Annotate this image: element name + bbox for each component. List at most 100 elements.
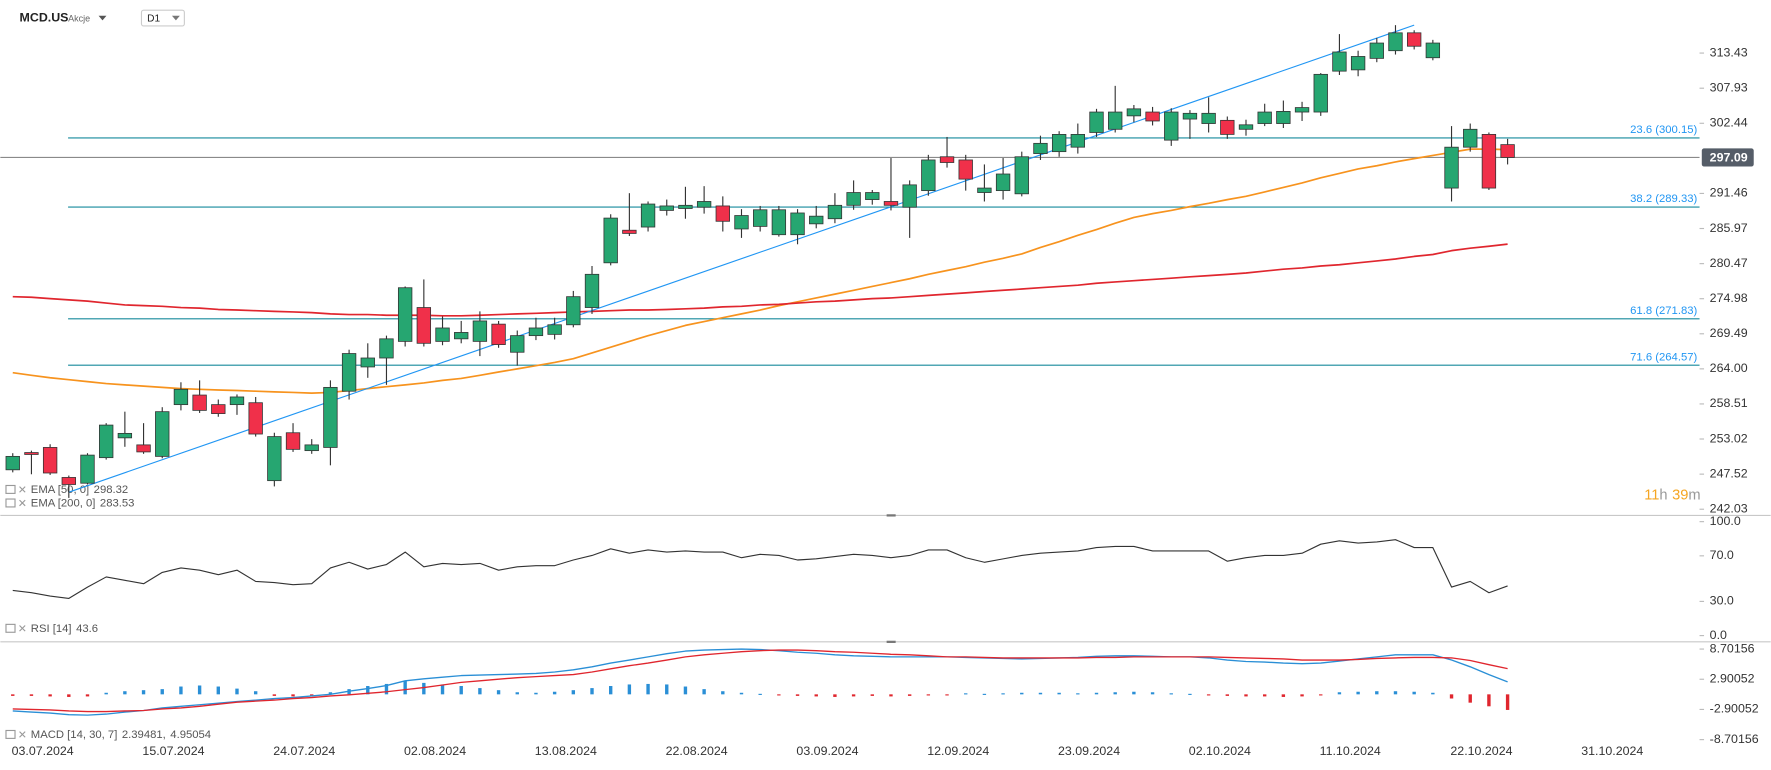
candle-body <box>229 396 245 406</box>
candle-body <box>547 324 562 335</box>
interval-dropdown[interactable] <box>140 9 185 27</box>
macd-histogram-bar <box>964 693 968 695</box>
candle-body <box>771 209 787 236</box>
candle-body <box>173 388 189 406</box>
candle-body <box>1051 134 1067 153</box>
candle-body <box>1388 32 1403 52</box>
x-tick-label: 12.09.2024 <box>927 744 989 758</box>
candle-body <box>1089 111 1104 133</box>
x-tick-label: 03.07.2024 <box>12 744 74 758</box>
instrument-kind: Akcje <box>68 14 90 24</box>
ema-name: EMA [200, 0] <box>31 498 96 510</box>
candle-body <box>827 204 843 220</box>
y-tick-label: 307.93 <box>1710 80 1748 94</box>
ema-value: 283.53 <box>100 498 135 510</box>
interval-dropdown-arrow[interactable] <box>171 15 180 21</box>
interval[interactable]: D1 <box>147 13 160 24</box>
candle-body <box>603 217 618 264</box>
x-tick-label: 13.08.2024 <box>535 744 597 758</box>
candle-body <box>1145 111 1160 122</box>
macd-histogram-bar <box>1449 694 1454 699</box>
legend-settings-icon[interactable] <box>5 484 16 494</box>
macd-histogram-bar <box>1132 691 1136 695</box>
macd-histogram-bar <box>1188 693 1192 695</box>
candle-body <box>1350 56 1366 71</box>
candle-body <box>1033 142 1048 154</box>
candle-body <box>584 273 600 308</box>
macd-histogram-bar <box>48 694 52 697</box>
macd-histogram-bar <box>1431 692 1435 695</box>
candle-body <box>715 205 730 222</box>
macd-histogram-bar <box>683 686 688 695</box>
macd-histogram-bar <box>1206 694 1211 696</box>
y-tick-label: 247.52 <box>1710 466 1748 480</box>
rsi-legend: RSI [14] 43.6 <box>5 623 98 635</box>
macd-histogram-bar <box>646 683 650 695</box>
y-tick-label: -2.90052 <box>1710 702 1759 716</box>
legend-remove-icon[interactable] <box>19 731 26 738</box>
legend-settings-icon[interactable] <box>5 623 16 633</box>
macd-histogram-bar <box>870 694 874 696</box>
macd-histogram-bar <box>777 694 781 696</box>
y-tick-label: -8.70156 <box>1710 732 1759 746</box>
y-tick-label: 313.43 <box>1710 45 1748 59</box>
candle-body <box>1369 42 1384 59</box>
candle-body <box>734 215 749 230</box>
candle-body <box>1108 111 1123 130</box>
macd-histogram-bar <box>403 680 407 695</box>
candle-body <box>80 454 95 484</box>
y-tick-label: 253.02 <box>1710 431 1748 445</box>
candle-body <box>640 203 656 228</box>
macd-histogram-bar <box>422 682 426 695</box>
macd-histogram-bar <box>160 689 164 695</box>
candle-body <box>510 335 525 353</box>
macd-histogram-bar <box>982 693 987 695</box>
candle-body <box>285 432 301 450</box>
macd-histogram-bar <box>1281 694 1286 697</box>
candle-body <box>416 307 432 344</box>
legend-remove-icon[interactable] <box>19 486 26 493</box>
y-tick-label: 8.70156 <box>1710 641 1755 655</box>
macd-histogram-bar <box>197 685 202 695</box>
symbol[interactable]: MCD.US <box>20 10 69 24</box>
symbol-dropdown-arrow[interactable] <box>98 15 107 21</box>
macd-histogram-bar <box>1244 694 1248 697</box>
candle-body <box>1126 108 1142 117</box>
candle-body <box>958 159 973 180</box>
legend-remove-icon[interactable] <box>19 499 26 507</box>
y-tick-label: 280.47 <box>1710 256 1748 270</box>
countdown-unit: m <box>1688 488 1700 504</box>
ema-line <box>12 243 1508 317</box>
ema-legend-text: EMA [50, 0] 298.32 <box>31 484 128 496</box>
macd-histogram-bar <box>609 686 613 695</box>
y-tick-label: 0.0 <box>1710 628 1727 642</box>
macd-histogram-bar <box>1113 692 1117 695</box>
macd-legend-text: MACD [14, 30, 7] 2.39481, 4.95054 <box>31 729 211 741</box>
legend-settings-icon[interactable] <box>5 498 16 508</box>
y-tick-label: 100.0 <box>1710 514 1741 528</box>
candle-body <box>1220 119 1235 135</box>
macd-histogram-bar <box>739 692 744 695</box>
candle-body <box>1463 128 1478 148</box>
macd-histogram-bar <box>85 694 90 697</box>
macd-histogram-bar <box>889 694 893 697</box>
x-tick-label: 11.10.2024 <box>1320 744 1381 758</box>
ema-legend: EMA [50, 0] 298.32 EMA [200, 0] 283.53 <box>5 484 135 510</box>
legend-settings-icon[interactable] <box>5 729 16 739</box>
y-tick-label: 302.44 <box>1710 116 1748 130</box>
candle-body <box>117 432 133 439</box>
macd-histogram-bar <box>272 694 277 696</box>
ema-legend-text: EMA [200, 0] 283.53 <box>31 498 135 510</box>
macd-histogram-bar <box>1150 692 1155 695</box>
macd-histogram-bar <box>758 693 762 695</box>
macd-histogram-bar <box>478 688 482 695</box>
x-tick-label: 23.09.2024 <box>1058 744 1120 758</box>
macd-histogram-bar <box>235 688 239 695</box>
candle-body <box>192 394 207 411</box>
macd-histogram-bar <box>310 694 314 696</box>
legend-remove-icon[interactable] <box>19 625 26 632</box>
candle-body <box>939 156 955 163</box>
bar-countdown: 11h 39m <box>1644 488 1700 504</box>
ema-line <box>12 148 1508 394</box>
